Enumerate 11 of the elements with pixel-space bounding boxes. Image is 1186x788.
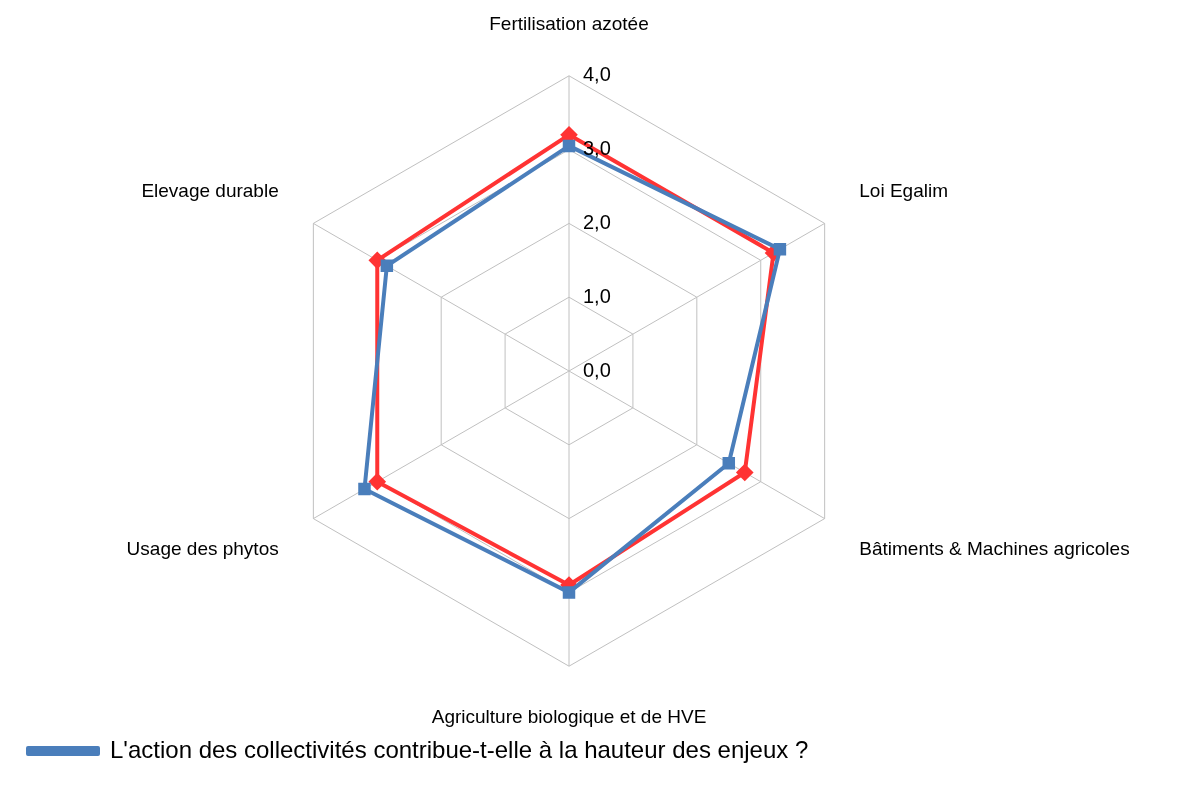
y-tick-label: 4,0 bbox=[583, 63, 611, 86]
spoke-label: Agriculture biologique et de HVE bbox=[431, 705, 707, 727]
legend-label: L'action des collectivités contribue-t-elle à la hauteur des enjeux ? bbox=[110, 735, 809, 763]
y-tick-label: 0,0 bbox=[583, 358, 611, 381]
spoke-label: Elevage durable bbox=[141, 180, 279, 202]
y-tick-label: 1,0 bbox=[583, 284, 611, 307]
spoke-label: Usage des phytos bbox=[126, 538, 279, 560]
spoke-label: Fertilisation azotée bbox=[489, 12, 649, 34]
spoke-label: Bâtiments & Machines agricoles bbox=[859, 538, 1130, 560]
spoke-label: Loi Egalim bbox=[859, 180, 949, 202]
y-tick-label: 2,0 bbox=[583, 210, 611, 233]
